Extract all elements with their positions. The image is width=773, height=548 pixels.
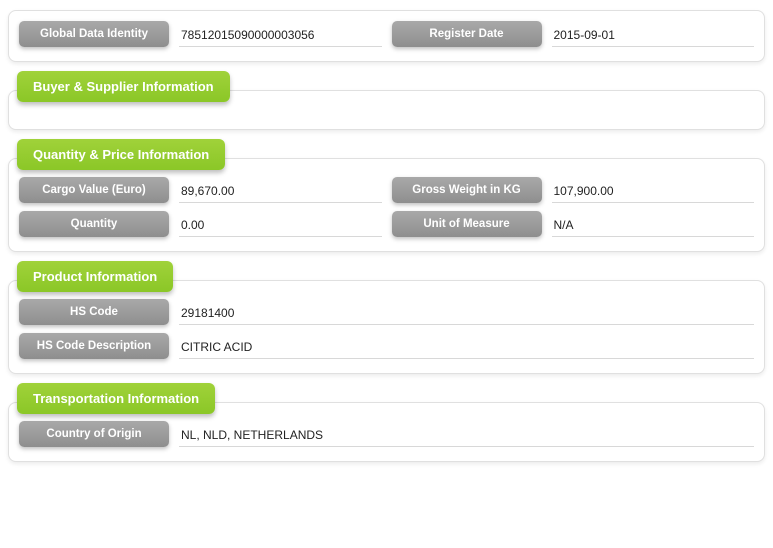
hs-code-desc-label: HS Code Description (19, 333, 169, 359)
hs-code-desc-pair: HS Code Description CITRIC ACID (19, 333, 754, 359)
cargo-value-label: Cargo Value (Euro) (19, 177, 169, 203)
gross-weight-value: 107,900.00 (552, 178, 755, 203)
register-date-label: Register Date (392, 21, 542, 47)
quantity-price-panel: Quantity & Price Information Cargo Value… (8, 158, 765, 252)
transportation-row-1: Country of Origin NL, NLD, NETHERLANDS (19, 421, 754, 447)
hs-code-value: 29181400 (179, 300, 754, 325)
register-date-value: 2015-09-01 (552, 22, 755, 47)
product-row-2: HS Code Description CITRIC ACID (19, 333, 754, 359)
gross-weight-pair: Gross Weight in KG 107,900.00 (392, 177, 755, 203)
unit-measure-label: Unit of Measure (392, 211, 542, 237)
qp-row-2: Quantity 0.00 Unit of Measure N/A (19, 211, 754, 237)
quantity-price-header: Quantity & Price Information (17, 139, 225, 170)
gross-weight-label: Gross Weight in KG (392, 177, 542, 203)
buyer-supplier-header: Buyer & Supplier Information (17, 71, 230, 102)
qp-row-1: Cargo Value (Euro) 89,670.00 Gross Weigh… (19, 177, 754, 203)
country-origin-pair: Country of Origin NL, NLD, NETHERLANDS (19, 421, 754, 447)
hs-code-pair: HS Code 29181400 (19, 299, 754, 325)
unit-measure-pair: Unit of Measure N/A (392, 211, 755, 237)
buyer-supplier-panel: Buyer & Supplier Information (8, 90, 765, 130)
cargo-value-pair: Cargo Value (Euro) 89,670.00 (19, 177, 382, 203)
cargo-value-value: 89,670.00 (179, 178, 382, 203)
top-row: Global Data Identity 7851201509000000305… (19, 21, 754, 47)
unit-measure-value: N/A (552, 212, 755, 237)
global-data-identity-value: 78512015090000003056 (179, 22, 382, 47)
product-header: Product Information (17, 261, 173, 292)
top-panel: Global Data Identity 7851201509000000305… (8, 10, 765, 62)
global-data-identity-label: Global Data Identity (19, 21, 169, 47)
hs-code-label: HS Code (19, 299, 169, 325)
product-panel: Product Information HS Code 29181400 HS … (8, 280, 765, 374)
quantity-label: Quantity (19, 211, 169, 237)
country-origin-label: Country of Origin (19, 421, 169, 447)
quantity-pair: Quantity 0.00 (19, 211, 382, 237)
country-origin-value: NL, NLD, NETHERLANDS (179, 422, 754, 447)
transportation-panel: Transportation Information Country of Or… (8, 402, 765, 462)
transportation-header: Transportation Information (17, 383, 215, 414)
product-row-1: HS Code 29181400 (19, 299, 754, 325)
global-data-identity-pair: Global Data Identity 7851201509000000305… (19, 21, 382, 47)
hs-code-desc-value: CITRIC ACID (179, 334, 754, 359)
register-date-pair: Register Date 2015-09-01 (392, 21, 755, 47)
quantity-value: 0.00 (179, 212, 382, 237)
